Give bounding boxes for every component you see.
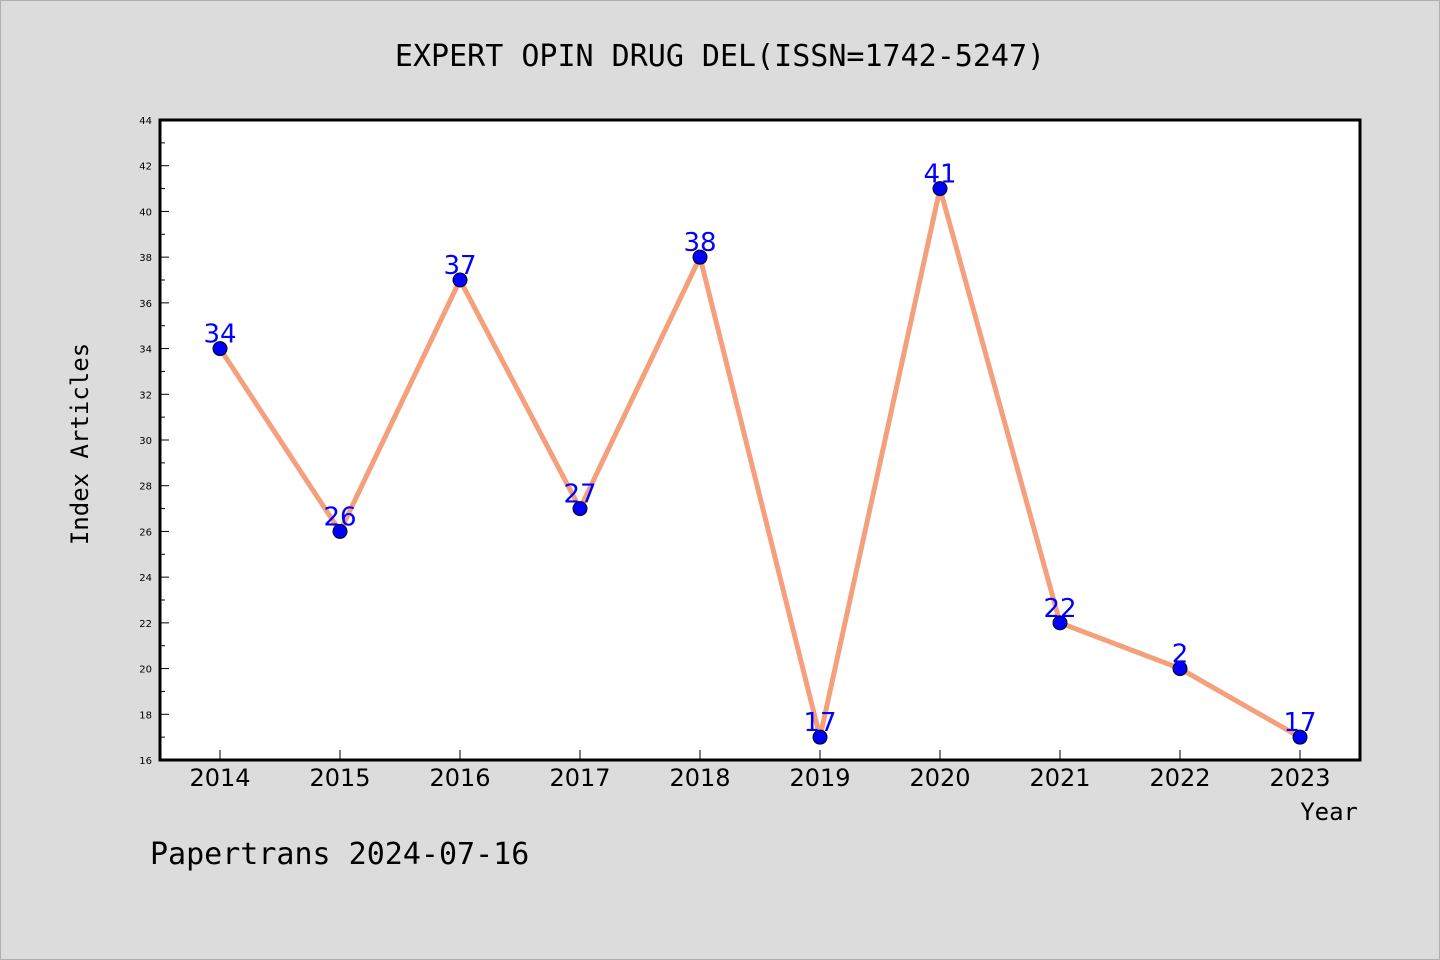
x-tick-label: 2014	[189, 764, 250, 792]
data-label: 26	[323, 502, 356, 532]
data-point	[932, 181, 948, 197]
y-tick-label: 20	[139, 665, 152, 676]
series-line-group	[217, 187, 1302, 740]
data-label: 17	[1283, 708, 1316, 738]
plot-border	[158, 118, 1362, 762]
series-line	[217, 187, 1302, 740]
y-tick-label: 18	[139, 710, 152, 721]
y-tick-label: 26	[139, 527, 152, 538]
plot-area	[160, 120, 1360, 760]
data-point	[1052, 615, 1068, 631]
x-axis-label: Year	[1300, 798, 1358, 826]
x-tick-label: 2018	[669, 764, 730, 792]
x-tick-label: 2019	[789, 764, 850, 792]
footer-watermark: Papertrans 2024-07-16	[150, 837, 529, 872]
y-tick-label: 16	[139, 756, 152, 767]
data-label: 34	[203, 320, 236, 350]
y-axis-ticks: 16 18 20 22 24 26 28 30 32 34 36 38 40 42 44	[139, 116, 169, 767]
y-tick-label: 44	[139, 116, 152, 127]
y-tick-label: 30	[139, 436, 152, 447]
x-tick-label: 2021	[1029, 764, 1090, 792]
x-tick-label: 2022	[1149, 764, 1210, 792]
x-tick-label: 2016	[429, 764, 490, 792]
y-tick-label: 38	[139, 253, 152, 264]
data-label: 37	[443, 251, 476, 281]
data-label: 27	[563, 480, 596, 510]
y-tick-label: 28	[139, 482, 152, 493]
x-axis-ticks: 2014 2015 2016 2017 2018 2019 2020 2021 2022 2023	[189, 750, 1331, 792]
y-tick-label: 32	[139, 390, 152, 401]
x-tick-label: 2023	[1269, 764, 1330, 792]
chart-title: EXPERT OPIN DRUG DEL(ISSN=1742-5247)	[395, 39, 1045, 74]
x-tick-label: 2017	[549, 764, 610, 792]
data-label: 22	[1043, 594, 1076, 624]
data-point	[332, 523, 348, 539]
y-tick-label: 34	[139, 345, 152, 356]
y-tick-label: 36	[139, 299, 152, 310]
data-markers	[212, 181, 1308, 745]
x-tick-label: 2020	[909, 764, 970, 792]
data-point	[452, 272, 468, 288]
data-point	[812, 729, 828, 745]
data-label: 2	[1172, 640, 1189, 670]
y-axis-label: Index Articles	[66, 343, 94, 545]
y-tick-label: 22	[139, 619, 152, 630]
data-label: 41	[923, 160, 956, 190]
y-tick-label: 42	[139, 162, 152, 173]
data-point	[692, 249, 708, 265]
data-label: 17	[803, 708, 836, 738]
data-point	[212, 341, 228, 357]
y-tick-label: 24	[139, 573, 152, 584]
data-point	[1172, 661, 1188, 677]
data-point	[572, 501, 588, 517]
x-tick-label: 2015	[309, 764, 370, 792]
data-point	[1292, 729, 1308, 745]
y-tick-label: 40	[139, 207, 152, 218]
data-label: 38	[683, 228, 716, 258]
